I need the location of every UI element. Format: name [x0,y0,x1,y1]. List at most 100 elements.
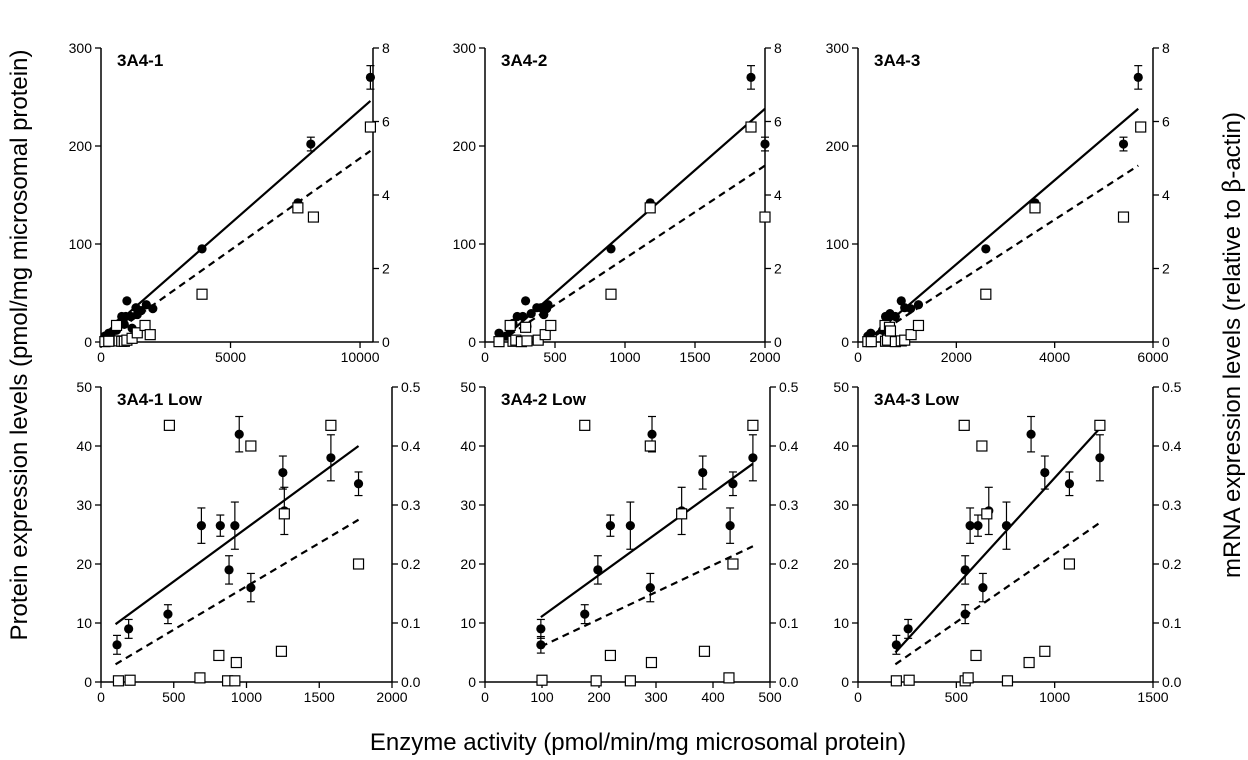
fit-line-solid [894,427,1101,654]
y-right-tick-label: 2 [382,261,390,277]
y-left-tick-label: 200 [826,138,850,154]
data-point-mrna [139,319,151,332]
data-point-mrna [759,211,771,223]
data-point-mrna [1001,675,1014,687]
x-tick-label: 400 [701,689,725,705]
y-right-tick-label: 0 [382,334,390,350]
data-point-protein [903,624,913,634]
data-point-protein [606,244,616,254]
y-right-tick-label: 6 [382,114,390,130]
x-tick-label: 6000 [1137,349,1168,365]
data-point-mrna [745,121,757,133]
data-point-mrna [903,674,915,686]
y-right-tick-label: 4 [1162,187,1170,203]
x-tick-label: 2000 [941,349,972,365]
data-point-protein [960,609,970,619]
y-axis-title-right-end: -actin) [1219,112,1246,179]
y-left-tick-label: 300 [826,40,850,56]
data-point-protein [234,429,244,439]
y-left-tick-label: 0 [84,334,92,350]
data-point-protein [536,624,546,634]
data-point-mrna [110,319,123,332]
data-point-mrna [1029,202,1041,214]
y-left-tick-label: 0 [468,674,476,690]
y-left-tick-label: 20 [833,556,849,572]
data-point-mrna [131,327,143,339]
data-point-protein [536,640,546,650]
panel-5: 0 100 200 300 400 500 0 10 20 30 40 50 0.0 0.1 0.2 0.3 0… [460,379,798,705]
x-tick-label: 1000 [1039,689,1070,705]
y-left-tick-label: 20 [460,556,476,572]
data-point-protein [246,583,256,593]
data-point-mrna [644,202,656,214]
y-right-tick-label: 0 [1162,334,1170,350]
data-point-mrna [1094,419,1106,431]
data-point-mrna [112,675,125,687]
data-point-protein [1133,72,1143,82]
x-tick-label: 1500 [679,349,710,365]
data-point-protein [122,296,132,306]
data-point-protein [526,308,536,319]
data-point-protein [224,565,234,575]
x-tick-label: 1500 [304,689,335,705]
fit-line-solid [864,107,1139,343]
data-point-protein [1040,467,1050,478]
data-point-mrna [163,419,175,431]
x-tick-label: 500 [758,689,782,705]
data-point-protein [112,640,122,650]
data-point-mrna [890,675,902,687]
data-point-mrna [103,335,115,347]
y-left-tick-label: 0 [468,334,476,350]
data-point-protein [197,244,207,254]
x-tick-label: 5000 [215,349,246,365]
panel-6: 0 500 1000 1500 0 10 20 30 40 50 0.0 0.1 0.2 0.3 0.4 0.… [833,379,1181,705]
y-left-tick-label: 40 [460,438,476,454]
y-right-tick-label: 0.3 [1162,497,1182,513]
y-left-tick-label: 50 [460,379,476,395]
y-left-tick-label: 0 [841,334,849,350]
data-point-protein [890,311,900,322]
y-left-tick-label: 200 [69,138,93,154]
data-point-mrna [364,121,377,133]
data-point-mrna [144,329,156,341]
y-left-tick-label: 0 [841,674,849,690]
fit-line-dashed [540,545,754,648]
data-point-protein [215,521,225,531]
data-point-mrna [912,319,925,332]
data-point-mrna [590,675,602,687]
data-point-protein [518,311,528,322]
data-point-mrna [645,656,658,669]
y-axis-title-right-beta: β [1218,179,1246,193]
data-point-protein [196,521,206,531]
fit-line-dashed [498,164,766,343]
data-point-protein [1001,521,1012,531]
data-point-protein [760,139,770,149]
data-point-protein [124,624,134,634]
data-point-protein [728,479,738,489]
data-point-mrna [307,211,320,223]
data-point-protein [973,521,983,531]
data-point-protein [906,304,916,314]
data-point-protein [965,521,975,531]
y-right-tick-label: 0.0 [401,674,421,690]
data-point-protein [698,467,708,478]
y-left-tick-label: 20 [76,556,92,572]
fit-line-dashed [894,521,1101,666]
data-point-protein [978,583,988,593]
data-point-protein [645,583,655,593]
data-point-protein [960,565,970,575]
data-point-mrna [545,319,557,332]
data-point-mrna [124,674,136,686]
fit-line-dashed [114,518,360,666]
y-right-tick-label: 0.2 [401,556,421,572]
y-right-tick-label: 0.5 [401,379,421,395]
data-point-mrna [624,675,636,687]
x-tick-label: 300 [644,689,668,705]
data-point-protein [306,139,316,149]
fit-line-dashed [100,150,372,343]
y-right-tick-label: 6 [1162,114,1170,130]
x-tick-label: 1000 [609,349,640,365]
y-right-tick-label: 0.0 [779,674,799,690]
x-tick-label: 2000 [749,349,780,365]
